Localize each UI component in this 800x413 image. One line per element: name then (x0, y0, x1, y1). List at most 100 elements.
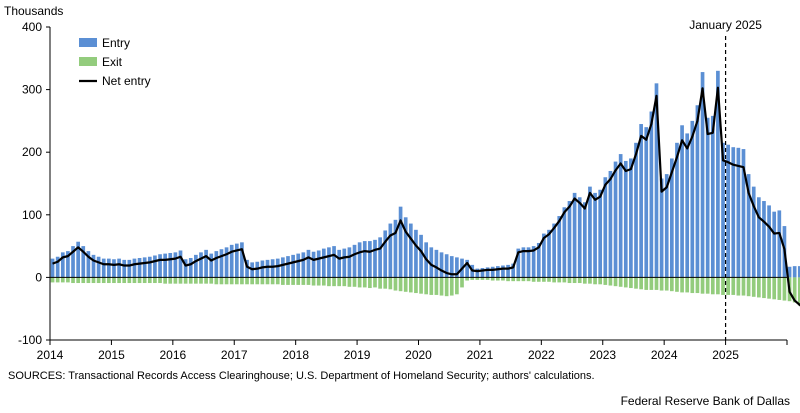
entry-bar (229, 244, 234, 278)
exit-bar (311, 277, 316, 286)
exit-bar (567, 277, 572, 284)
entry-bar (700, 72, 705, 278)
entry-bar (485, 267, 490, 278)
exit-bar (342, 277, 347, 287)
exit-bar (306, 277, 311, 285)
entry-bar (91, 254, 96, 278)
entry-bar (117, 258, 121, 278)
exit-bar (296, 277, 301, 285)
entry-bar (362, 241, 367, 278)
exit-bar (726, 277, 730, 295)
exit-bar (270, 277, 275, 285)
exit-bar (142, 277, 147, 284)
entry-bar (368, 241, 372, 278)
entry-bar (275, 258, 280, 278)
exit-bar (234, 277, 239, 285)
entry-bar (224, 247, 229, 278)
exit-bar (204, 277, 208, 284)
exit-bar (506, 277, 510, 282)
exit-bar (424, 277, 429, 295)
bars-layer (50, 70, 800, 306)
exit-bar (301, 277, 306, 285)
exit-bar (511, 277, 516, 282)
entry-bar (608, 170, 613, 278)
entry-bar (127, 259, 132, 278)
exit-bar (449, 277, 454, 296)
entry-bar (332, 246, 336, 278)
exit-bar (577, 277, 582, 284)
exit-bar (122, 277, 127, 284)
entry-bar (449, 256, 454, 278)
exit-bar (444, 277, 449, 297)
entry-bar (112, 259, 116, 278)
y-tick-label: 400 (22, 20, 42, 34)
exit-bar (81, 277, 86, 284)
entry-bar (199, 252, 203, 278)
entry-bar (685, 133, 690, 278)
exit-bar (137, 277, 142, 284)
entry-bar (710, 115, 715, 278)
legend-label-entry: Entry (102, 36, 130, 50)
entry-bar (347, 247, 352, 278)
exit-bar (127, 277, 132, 284)
exit-bar (107, 277, 111, 284)
exit-bar (664, 277, 669, 291)
entry-bar (178, 250, 183, 278)
exit-bar (608, 277, 613, 286)
exit-bar (117, 277, 121, 284)
entry-bar (434, 249, 439, 278)
exit-bar (639, 277, 643, 290)
y-tick-label: 0 (35, 270, 42, 284)
x-tick-label: 2015 (98, 348, 125, 362)
exit-bar (55, 277, 60, 283)
entry-bar (536, 242, 541, 278)
entry-bar (690, 120, 695, 278)
entry-bar (582, 202, 587, 278)
exit-bar (347, 277, 352, 287)
entry-bar (60, 252, 65, 278)
exit-bar (434, 277, 439, 295)
entry-bar (762, 201, 766, 278)
exit-bar (173, 277, 178, 284)
exit-bar (485, 277, 490, 280)
exit-bar (96, 277, 101, 284)
entry-bar (731, 147, 736, 278)
exit-bar (649, 277, 654, 290)
axes-layer: Thousands -100 0 100 200 300 400 2014 2015 2016 20… (4, 4, 788, 362)
exit-bar (224, 277, 229, 285)
legend: Entry Exit Net entry (79, 36, 151, 88)
entry-bar (455, 257, 459, 278)
x-tick-label: 2021 (467, 348, 494, 362)
exit-bar (613, 277, 618, 287)
exit-bar (153, 277, 157, 284)
entry-bar (50, 258, 55, 278)
exit-bar (429, 277, 434, 295)
unit-label: Thousands (4, 4, 63, 18)
exit-bar (352, 277, 357, 287)
sources-note: SOURCES: Transactional Records Access Cl… (8, 370, 595, 382)
exit-bar (521, 277, 526, 282)
exit-bar (731, 277, 736, 295)
entry-bar (101, 258, 106, 278)
exit-bar (634, 277, 638, 289)
entry-bar (521, 247, 526, 278)
annotation-layer: January 2025 (689, 18, 762, 340)
credit-line: Federal Reserve Bank of Dallas (620, 394, 790, 408)
entry-bar (286, 256, 290, 278)
x-tick-label: 2023 (589, 348, 616, 362)
entry-bar (240, 242, 244, 278)
exit-bar (460, 277, 464, 288)
x-tick-label: 2014 (37, 348, 64, 362)
entry-bar (501, 265, 505, 278)
exit-bar (158, 277, 162, 284)
entry-bar (777, 210, 782, 278)
entry-bar (465, 259, 469, 278)
exit-bar (275, 277, 280, 285)
net-entry-chart: Thousands -100 0 100 200 300 400 2014 2015 2016 20… (4, 4, 800, 362)
entry-bar (695, 105, 700, 278)
entry-bar (55, 256, 60, 278)
exit-bar (562, 277, 567, 283)
entry-bar (163, 253, 167, 278)
x-tick-label: 2024 (651, 348, 678, 362)
exit-bar (255, 277, 260, 285)
